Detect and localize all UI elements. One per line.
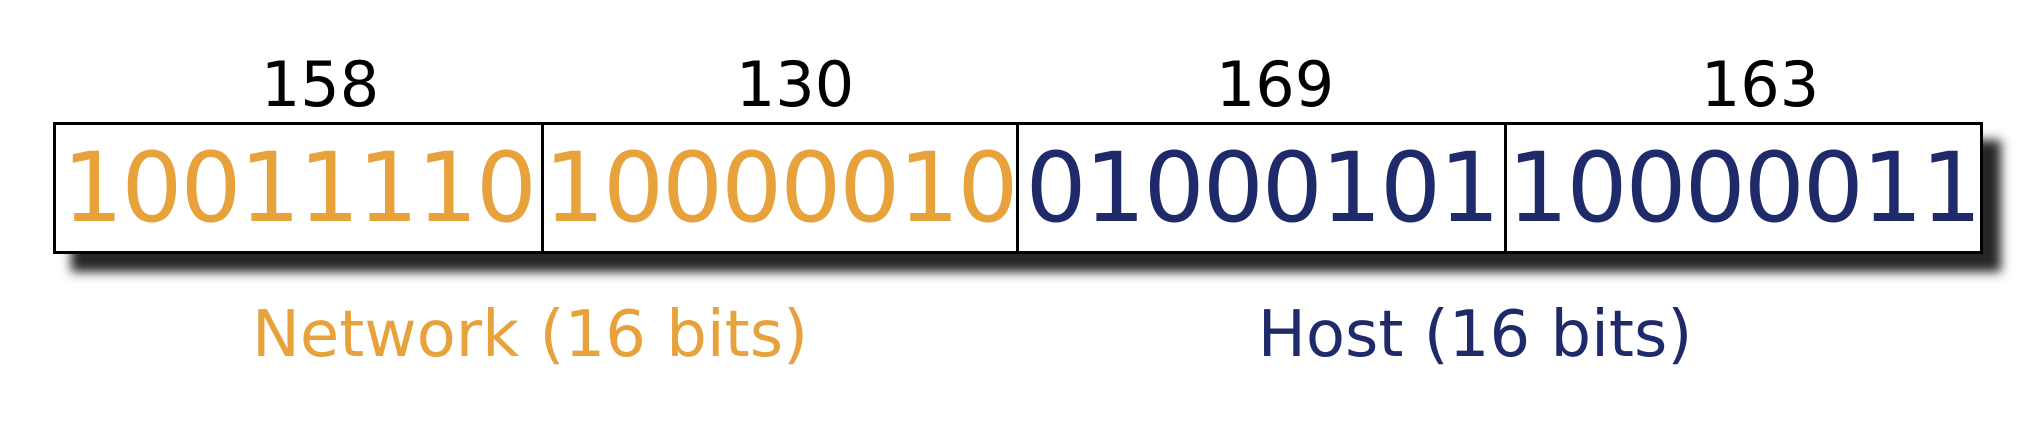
octet-3-decimal: 169 (1215, 48, 1335, 121)
octet-2-binary: 10000010 (543, 132, 1019, 244)
octet-4-decimal: 163 (1700, 48, 1820, 121)
address-box: 10011110 10000010 01000101 10000011 (53, 122, 1983, 254)
octet-2-cell: 10000010 (541, 125, 1019, 251)
octet-3-binary: 01000101 (1025, 132, 1500, 244)
octet-4-binary: 10000011 (1507, 132, 1982, 244)
host-label: Host (16 bits) (1257, 298, 1693, 372)
octet-3-cell: 01000101 (1016, 125, 1504, 251)
octet-1-decimal: 158 (260, 48, 380, 121)
octet-2-decimal: 130 (735, 48, 855, 121)
network-label: Network (16 bits) (251, 298, 809, 372)
octet-1-cell: 10011110 (56, 125, 541, 251)
octet-4-cell: 10000011 (1504, 125, 1982, 251)
octet-1-binary: 10011110 (62, 132, 537, 244)
